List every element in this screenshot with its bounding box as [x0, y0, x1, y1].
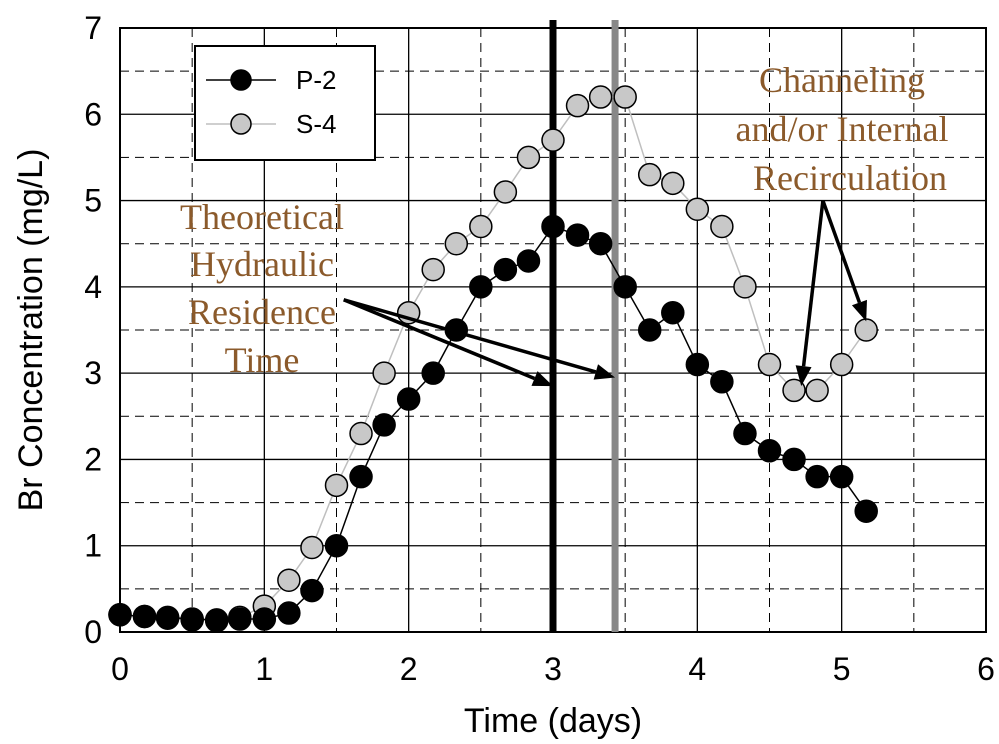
annotation-arrow-shaft-1: [821, 199, 862, 304]
annotation-arrow-head-1: [851, 299, 867, 322]
data-point-p2: [710, 370, 734, 394]
data-point-s4: [372, 361, 396, 385]
data-point-p2: [108, 602, 132, 627]
data-point-p2: [493, 257, 518, 282]
data-point-p2: [805, 464, 829, 489]
legend-marker-s4: [230, 113, 252, 135]
y-tick-label: 2: [84, 441, 102, 477]
data-point-p2: [155, 605, 180, 630]
data-point-s4: [444, 231, 469, 256]
y-tick-label: 6: [84, 96, 102, 132]
data-point-s4: [300, 535, 324, 560]
data-point-s4: [493, 180, 518, 204]
data-point-p2: [300, 578, 324, 603]
data-point-p2: [637, 318, 662, 342]
annotation-channeling-line-2: and/or Internal: [736, 109, 949, 149]
annotation-channeling-line-3: Recirculation: [753, 158, 947, 198]
data-point-s4: [782, 378, 806, 403]
data-point-p2: [661, 300, 685, 325]
data-point-s4: [637, 162, 662, 187]
y-tick-label: 5: [84, 183, 102, 219]
y-axis-title: Br Concentration (mg/L): [12, 149, 50, 512]
data-point-s4: [710, 214, 734, 239]
annotation-arrow-head-1: [795, 365, 812, 387]
data-point-p2: [421, 361, 445, 385]
data-point-p2: [372, 413, 396, 437]
annotation-arrow-shaft-0: [343, 298, 597, 374]
data-point-p2: [829, 464, 854, 489]
data-point-p2: [204, 608, 229, 632]
legend-label-p2: P-2: [296, 65, 336, 95]
x-tick-label: 2: [400, 651, 418, 687]
data-point-p2: [685, 352, 710, 377]
x-tick-label: 3: [544, 651, 562, 687]
x-tick-label: 6: [977, 651, 995, 687]
annotation-arrow-shaft-1: [801, 200, 825, 367]
data-point-p2: [854, 499, 878, 523]
annotation-arrow-head-0: [531, 371, 553, 387]
legend-label-s4: S-4: [296, 109, 336, 139]
data-point-s4: [469, 214, 493, 239]
annotation-arrow-head-0: [593, 364, 616, 380]
annotations: Theoretical Hydraulic Residence Time Cha…: [180, 60, 949, 387]
tick-labels: 0 1 2 3 4 5 6 0 1 2 3 4 5 6 7: [84, 10, 995, 687]
legend: P-2 S-4: [194, 45, 376, 161]
x-tick-label: 1: [255, 651, 273, 687]
data-point-s4: [421, 257, 445, 282]
data-point-s4: [805, 378, 829, 403]
data-point-s4: [565, 93, 590, 118]
annotation-residence-line-4: Time: [225, 340, 300, 380]
data-point-p2: [252, 607, 277, 631]
data-point-s4: [324, 473, 349, 498]
data-point-s4: [516, 145, 541, 170]
data-point-p2: [588, 231, 613, 256]
data-point-p2: [516, 249, 541, 273]
data-point-s4: [757, 352, 782, 377]
data-point-p2: [782, 447, 806, 472]
data-point-p2: [277, 601, 301, 625]
data-point-p2: [541, 214, 565, 239]
y-tick-label: 1: [84, 528, 102, 564]
y-tick-label: 3: [84, 355, 102, 391]
annotation-residence-line-3: Residence: [188, 292, 336, 332]
x-axis-title: Time (days): [464, 702, 642, 740]
data-point-s4: [685, 197, 710, 221]
data-point-s4: [829, 352, 854, 377]
series-group: [108, 85, 878, 633]
annotation-channeling-line-1: Channeling: [759, 60, 925, 100]
data-point-s4: [588, 85, 613, 109]
data-point-p2: [324, 533, 349, 558]
data-point-p2: [565, 223, 590, 247]
data-point-p2: [396, 387, 421, 411]
annotation-arrows: [343, 199, 867, 387]
data-point-p2: [733, 421, 757, 446]
legend-marker-p2: [230, 69, 252, 91]
data-point-p2: [349, 464, 373, 489]
data-point-s4: [349, 421, 373, 446]
data-point-p2: [132, 604, 157, 629]
y-tick-label: 7: [84, 10, 102, 46]
annotation-residence-line-2: Hydraulic: [190, 244, 334, 284]
data-point-s4: [541, 128, 565, 152]
data-point-s4: [854, 318, 878, 342]
data-point-p2: [613, 275, 637, 299]
annotation-arrow-shaft-0: [343, 298, 536, 381]
annotation-residence-line-1: Theoretical: [180, 197, 344, 237]
data-point-s4: [661, 171, 685, 196]
y-tick-label: 0: [84, 614, 102, 650]
data-point-p2: [469, 275, 493, 299]
data-point-p2: [180, 607, 204, 631]
data-point-s4: [277, 568, 301, 592]
x-tick-label: 0: [111, 651, 129, 687]
data-point-p2: [228, 607, 252, 631]
data-point-p2: [757, 439, 782, 463]
data-point-s4: [733, 275, 757, 299]
x-tick-label: 5: [833, 651, 851, 687]
reference-lines: [549, 20, 619, 632]
y-tick-label: 4: [84, 269, 102, 305]
data-point-s4: [613, 85, 637, 109]
legend-box: [194, 45, 376, 161]
x-tick-label: 4: [688, 651, 706, 687]
